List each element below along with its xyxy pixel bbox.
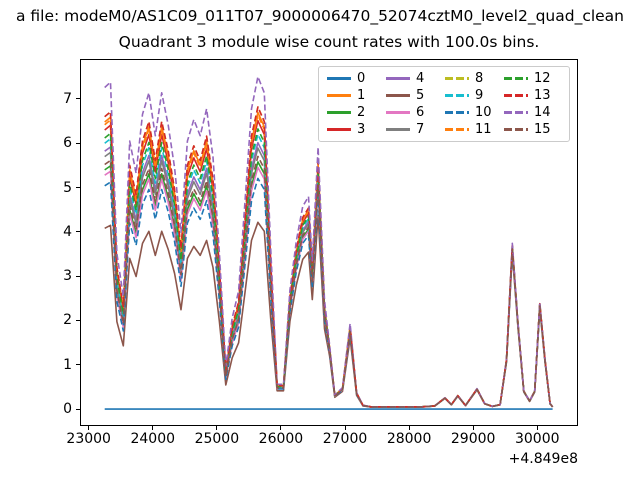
y-tick [76, 231, 80, 233]
x-tick-label: 25000 [194, 431, 240, 447]
legend-item-15: 15 [504, 121, 563, 137]
legend-item-6: 6 [386, 104, 445, 120]
legend-label: 9 [475, 87, 484, 103]
legend-label: 4 [416, 70, 425, 86]
legend-label: 2 [357, 104, 366, 120]
legend-line-sample [327, 94, 351, 97]
y-tick-label: 6 [63, 135, 72, 152]
legend-item-14: 14 [504, 104, 563, 120]
legend-line-sample [445, 128, 469, 131]
legend-line-sample [504, 77, 528, 80]
legend-line-sample [386, 77, 410, 80]
y-tick [76, 187, 80, 189]
figure-suptitle: a file: modeM0/AS1C09_011T07_9000006470_… [15, 7, 625, 25]
legend-line-sample [386, 128, 410, 131]
legend-label: 6 [416, 104, 425, 120]
legend-line-sample [327, 77, 351, 80]
legend-item-0: 0 [327, 70, 386, 86]
x-tick-label: 27000 [322, 431, 368, 447]
x-tick [472, 426, 474, 430]
y-tick [76, 319, 80, 321]
legend-line-sample [504, 111, 528, 114]
y-tick-label: 7 [63, 90, 72, 107]
y-tick [76, 364, 80, 366]
line-module-15 [104, 155, 554, 408]
x-tick [408, 426, 410, 430]
y-tick [76, 142, 80, 144]
axes-title: Quadrant 3 module wise count rates with … [118, 33, 540, 51]
x-tick [216, 426, 218, 430]
x-tick-label: 23000 [66, 431, 111, 447]
y-tick-label: 1 [63, 356, 72, 373]
legend-label: 10 [475, 104, 492, 120]
legend-line-sample [504, 94, 528, 97]
legend-item-9: 9 [445, 87, 504, 103]
legend-line-sample [386, 94, 410, 97]
x-tick-label: 29000 [450, 431, 496, 447]
legend-box: 0 1 2 3 4 5 6 7 8 9 10 11 12 13 14 15 [318, 66, 570, 142]
line-module-1 [104, 111, 554, 408]
y-tick-label: 5 [63, 179, 72, 196]
legend-item-13: 13 [504, 87, 563, 103]
x-tick [280, 426, 282, 430]
legend-line-sample [445, 111, 469, 114]
x-tick-label: 28000 [386, 431, 432, 447]
x-tick-label: 24000 [130, 431, 176, 447]
plot-lines-svg [104, 75, 554, 410]
legend-label: 12 [534, 70, 551, 86]
legend-label: 15 [534, 121, 551, 137]
x-tick [536, 426, 538, 430]
legend-line-sample [386, 111, 410, 114]
legend-item-5: 5 [386, 87, 445, 103]
y-tick-label: 3 [63, 268, 72, 285]
x-tick [152, 426, 154, 430]
line-module-5 [104, 214, 554, 408]
legend-line-sample [445, 77, 469, 80]
y-tick [76, 408, 80, 410]
legend-item-4: 4 [386, 70, 445, 86]
legend-item-10: 10 [445, 104, 504, 120]
legend-item-12: 12 [504, 70, 563, 86]
legend-label: 1 [357, 87, 366, 103]
legend-item-7: 7 [386, 121, 445, 137]
legend-label: 7 [416, 121, 425, 137]
legend-line-sample [445, 94, 469, 97]
legend-item-3: 3 [327, 121, 386, 137]
x-tick-label: 30000 [514, 431, 560, 447]
x-tick-label: 26000 [258, 431, 304, 447]
legend-label: 8 [475, 70, 484, 86]
x-axis-offset-label: +4.849e8 [508, 451, 578, 467]
y-tick-label: 2 [63, 312, 72, 329]
legend-label: 3 [357, 121, 366, 137]
legend-item-8: 8 [445, 70, 504, 86]
legend-line-sample [504, 128, 528, 131]
legend-label: 5 [416, 87, 425, 103]
legend-line-sample [327, 128, 351, 131]
legend-item-2: 2 [327, 104, 386, 120]
y-tick-label: 0 [63, 401, 72, 418]
legend-item-1: 1 [327, 87, 386, 103]
legend-label: 0 [357, 70, 366, 86]
x-tick [88, 426, 90, 430]
y-tick [76, 98, 80, 100]
legend-label: 14 [534, 104, 551, 120]
y-tick [76, 275, 80, 277]
legend-item-11: 11 [445, 121, 504, 137]
legend-label: 13 [534, 87, 551, 103]
x-tick [344, 426, 346, 430]
legend-line-sample [327, 111, 351, 114]
legend-label: 11 [475, 121, 492, 137]
y-tick-label: 4 [63, 223, 72, 240]
